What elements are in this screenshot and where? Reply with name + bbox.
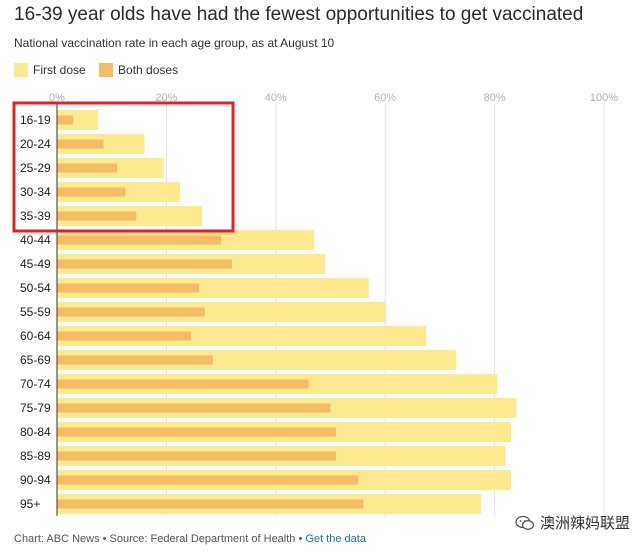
bar-both-doses [57,211,137,221]
x-tick-label: 80% [484,92,506,104]
bar-both-doses [57,427,336,437]
category-label: 90-94 [20,473,51,487]
bar-both-doses [57,475,358,485]
category-label: 95+ [20,497,40,511]
wechat-icon [515,515,535,530]
category-label: 60-64 [20,329,51,343]
chart-footer: Chart: ABC News • Source: Federal Depart… [14,533,366,545]
watermark: 澳洲辣妈联盟 [515,512,630,533]
x-tick-label: 40% [265,92,287,104]
bar-both-doses [57,331,192,341]
category-label: 35-39 [20,209,51,223]
footer-credit: Chart: ABC News • Source: Federal Depart… [14,533,306,545]
watermark-text: 澳洲辣妈联盟 [539,515,630,532]
bar-first-dose [57,326,427,346]
category-label: 85-89 [20,449,51,463]
category-label: 65-69 [20,353,51,367]
chart-legend: First dose Both doses [14,63,188,80]
category-label: 80-84 [20,425,51,439]
bar-first-dose [57,302,386,322]
bar-both-doses [57,307,205,317]
get-the-data-link[interactable]: Get the data [305,533,366,545]
x-tick-label: 100% [590,92,618,104]
legend-swatch-first-dose [14,63,28,77]
legend-label-first-dose: First dose [33,63,86,77]
category-label: 30-34 [20,185,51,199]
category-label: 40-44 [20,233,51,247]
bar-both-doses [57,379,309,389]
bar-both-doses [57,115,74,125]
bar-first-dose [57,278,369,298]
bar-both-doses [57,187,126,197]
bar-both-doses [57,163,118,173]
legend-item-both-doses: Both doses [99,63,178,77]
category-label: 45-49 [20,257,51,271]
legend-swatch-both-doses [99,63,114,77]
highlight-box [12,101,235,233]
category-label: 75-79 [20,401,51,415]
x-tick-label: 20% [155,92,177,104]
category-label: 70-74 [20,377,51,391]
bar-both-doses [57,235,222,245]
category-label: 55-59 [20,305,51,319]
x-tick-label: 0% [49,92,65,104]
legend-label-both-doses: Both doses [118,63,179,77]
chart-subtitle: National vaccination rate in each age gr… [14,36,335,50]
legend-item-first-dose: First dose [14,63,86,77]
category-label: 16-19 [20,113,51,127]
bar-first-dose [57,350,457,370]
chart-title: 16-39 year olds have had the fewest oppo… [14,4,584,25]
bar-both-doses [57,139,104,149]
bar-both-doses [57,403,331,413]
bar-first-dose [57,110,99,130]
bar-both-doses [57,259,233,269]
bar-both-doses [57,451,336,461]
x-tick-label: 60% [374,92,396,104]
category-label: 25-29 [20,161,51,175]
category-label: 20-24 [20,137,51,151]
bar-both-doses [57,355,213,365]
bar-both-doses [57,283,200,293]
bar-both-doses [57,499,364,509]
category-label: 50-54 [20,281,51,295]
